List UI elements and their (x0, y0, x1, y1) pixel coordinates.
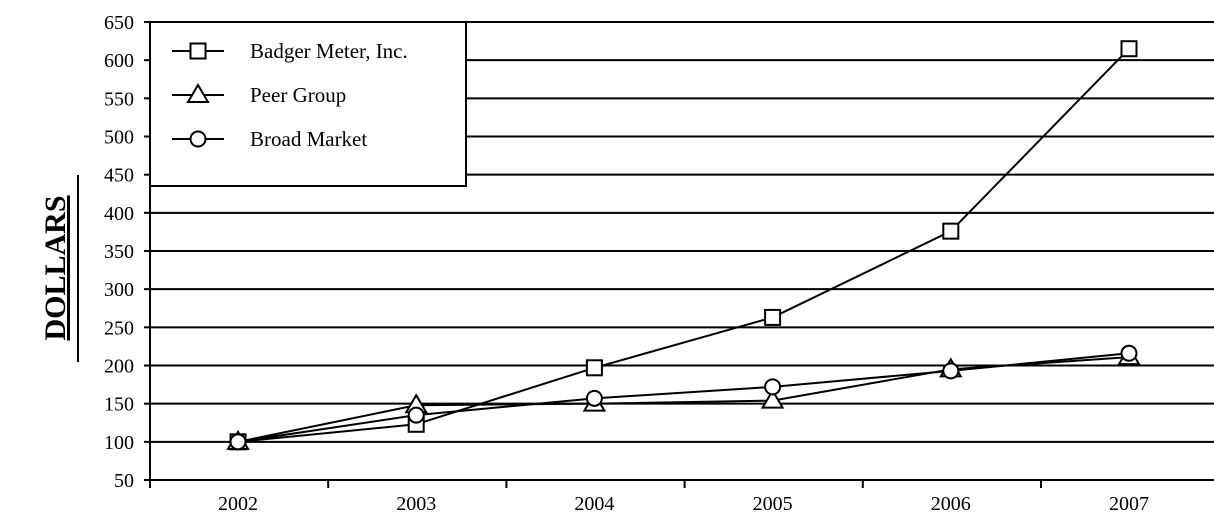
y-tick-label: 600 (104, 50, 134, 72)
y-tick-label: 450 (104, 165, 134, 187)
legend: Badger Meter, Inc. Peer Group Broad Market (149, 21, 467, 187)
data-point-square (764, 308, 782, 326)
data-point-circle (764, 378, 782, 396)
legend-label: Broad Market (250, 127, 367, 151)
data-point-circle (942, 362, 960, 380)
x-tick-labels: 2002 2003 2004 2005 2006 2007 (218, 493, 1149, 515)
x-tick-label: 2006 (931, 493, 971, 515)
data-point-circle (229, 433, 247, 451)
series-line-circle (237, 352, 1130, 443)
legend-marker-square (189, 42, 207, 60)
x-tick-label: 2004 (574, 493, 614, 515)
legend-marker-circle (189, 130, 207, 148)
y-tick-label: 400 (104, 203, 134, 225)
y-tick-label: 550 (104, 88, 134, 110)
legend-label: Badger Meter, Inc. (250, 39, 408, 63)
data-point-circle (1120, 344, 1138, 362)
data-point-square (1120, 40, 1138, 58)
legend-marker-triangle (186, 83, 210, 103)
data-point-square (942, 222, 960, 240)
x-tick-label: 2007 (1109, 493, 1149, 515)
y-tick-label: 650 (104, 12, 134, 34)
legend-label: Peer Group (250, 83, 346, 107)
data-point-square (585, 359, 603, 377)
y-tick-label: 250 (104, 317, 134, 339)
y-tick-label: 100 (104, 432, 134, 454)
y-tick-label: 150 (104, 394, 134, 416)
data-point-circle (585, 389, 603, 407)
data-point-triangle (760, 388, 785, 409)
y-axis-label: DOLLARS (39, 195, 72, 340)
y-tick-label: 200 (104, 356, 134, 378)
y-tick-label: 350 (104, 241, 134, 263)
y-tick-labels: 50 100 150 200 250 300 350 400 450 500 550 600 650 (104, 12, 134, 492)
y-tick-label: 500 (104, 127, 134, 149)
data-point-circle (407, 406, 425, 424)
series-lines (226, 40, 1141, 451)
x-tick-label: 2005 (753, 493, 793, 515)
x-tick-label: 2003 (396, 493, 436, 515)
y-tick-label: 50 (114, 470, 134, 492)
series-line-square (237, 48, 1130, 443)
y-tick-label: 300 (104, 279, 134, 301)
x-tick-label: 2002 (218, 493, 258, 515)
